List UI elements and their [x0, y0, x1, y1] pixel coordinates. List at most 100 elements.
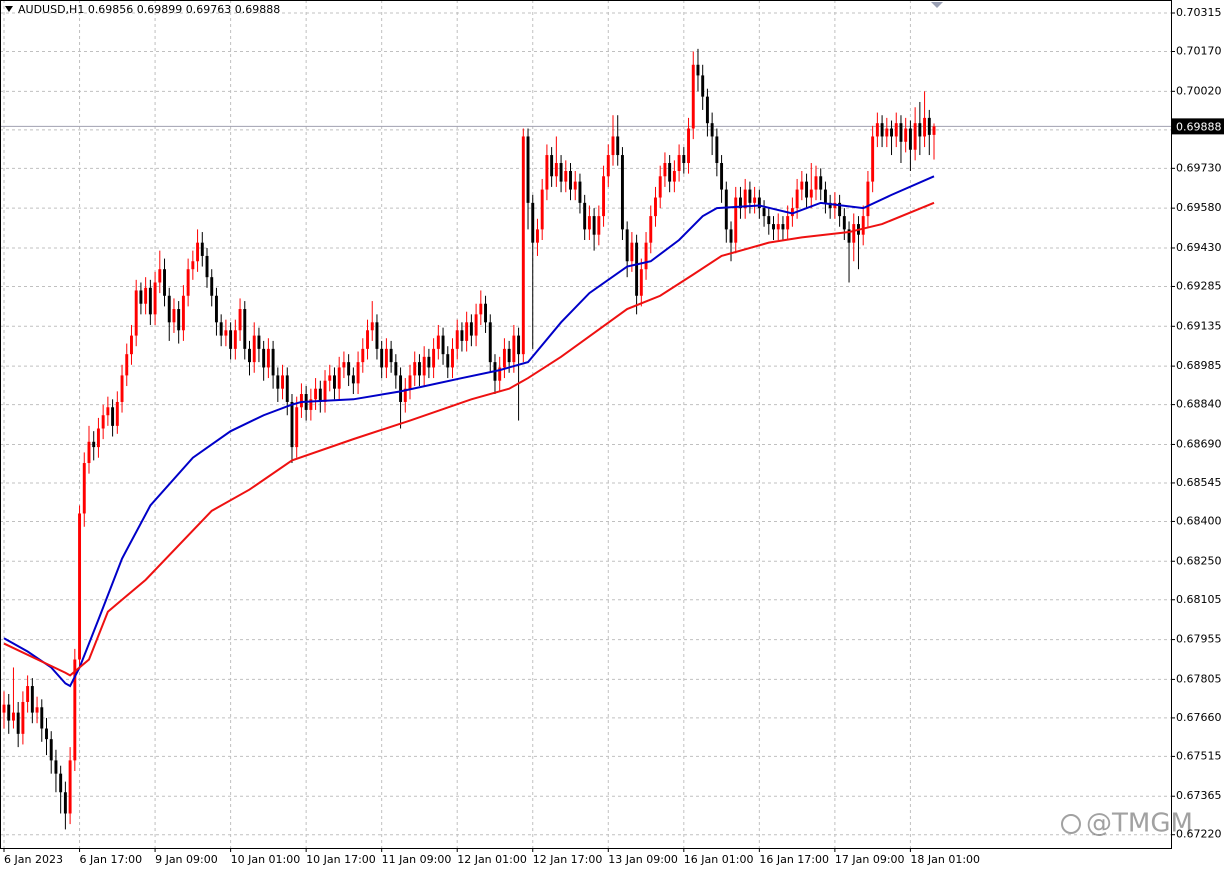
- candle-body: [285, 375, 289, 402]
- candle-body: [167, 295, 171, 323]
- x-tick-label: 6 Jan 2023: [4, 853, 63, 866]
- candle-body: [498, 367, 502, 381]
- candle-body: [115, 401, 119, 426]
- moving-average-line: [3, 175, 935, 688]
- candle-body: [361, 348, 365, 363]
- candle-body: [923, 117, 927, 137]
- y-tick-label: 0.67955: [1176, 633, 1222, 646]
- candle-body: [200, 242, 204, 256]
- candle-body: [248, 348, 251, 363]
- candle-body: [814, 176, 818, 190]
- candle-body: [323, 380, 327, 402]
- candle-body: [507, 348, 511, 363]
- x-tick-label: 16 Jan 17:00: [759, 853, 829, 866]
- candle-body: [101, 415, 105, 429]
- candle-body: [73, 659, 77, 761]
- candle-body: [885, 128, 889, 137]
- candle-body: [587, 216, 591, 230]
- candle-body: [781, 224, 785, 230]
- current-price-box: [1172, 118, 1224, 135]
- x-tick-label: 6 Jan 17:00: [80, 853, 143, 866]
- candle-body: [710, 123, 714, 137]
- candle-body: [866, 181, 870, 217]
- candle-body: [87, 441, 91, 464]
- candle-body: [654, 197, 657, 217]
- candle-body: [800, 181, 804, 190]
- x-tick-label: 9 Jan 09:00: [155, 853, 218, 866]
- candle-body: [488, 322, 492, 363]
- candle-body: [677, 155, 681, 171]
- candle-body: [30, 686, 34, 713]
- candle-body: [238, 309, 242, 331]
- candle-body: [134, 290, 138, 336]
- candle-body: [606, 155, 610, 177]
- candle-body: [536, 229, 539, 243]
- y-tick-label: 0.69580: [1176, 201, 1222, 214]
- candle-body: [366, 330, 369, 349]
- candle-body: [243, 309, 247, 349]
- candle-body: [531, 202, 535, 243]
- candle-body: [828, 202, 832, 209]
- y-tick-label: 0.69730: [1176, 161, 1222, 174]
- y-tick-label: 0.68105: [1176, 593, 1222, 606]
- shift-marker: [931, 2, 943, 8]
- candle-body: [276, 375, 280, 389]
- candle-body: [153, 282, 157, 315]
- candle-body: [762, 208, 766, 217]
- y-tick-label: 0.67805: [1176, 672, 1222, 685]
- candle-body: [540, 189, 544, 230]
- candle-body: [78, 513, 82, 660]
- candle-body: [351, 375, 355, 384]
- candle-body: [196, 242, 200, 262]
- candle-body: [318, 388, 322, 402]
- candle-body: [805, 181, 809, 198]
- candle-body: [748, 189, 752, 203]
- candle-body: [394, 362, 398, 376]
- candle-body: [295, 407, 299, 448]
- watermark-group: @TMGM: [1061, 809, 1193, 839]
- candle-body: [927, 117, 931, 135]
- candle-body: [847, 229, 851, 243]
- candle-body: [290, 401, 294, 448]
- candle-body: [403, 388, 407, 402]
- candle-body: [224, 330, 228, 336]
- chart-title: AUDUSD,H1 0.69856 0.69899 0.69763 0.6988…: [18, 3, 280, 16]
- candle-body: [177, 309, 181, 331]
- candle-body: [59, 773, 63, 793]
- candle-body: [672, 170, 676, 182]
- candle-body: [432, 348, 436, 368]
- candle-body: [266, 348, 270, 368]
- candle-body: [474, 314, 478, 336]
- candle-body: [786, 216, 790, 230]
- candle-body: [696, 64, 700, 76]
- candle-body: [720, 163, 724, 190]
- candle-body: [502, 348, 506, 368]
- candle-body: [616, 136, 620, 156]
- candle-body: [908, 128, 912, 150]
- moving-average-line: [3, 201, 935, 677]
- candle-body: [399, 375, 403, 402]
- candle-body: [252, 335, 256, 363]
- candle-body: [441, 335, 445, 355]
- candle-body: [620, 155, 624, 230]
- candle-body: [148, 287, 152, 315]
- candle-body: [602, 176, 606, 217]
- candle-body: [913, 123, 917, 150]
- candle-body: [838, 202, 842, 217]
- candle-body: [512, 335, 516, 363]
- candle-body: [890, 128, 893, 137]
- candle-body: [347, 362, 351, 376]
- current-price-label: 0.69888: [1176, 120, 1222, 133]
- candle-body: [144, 287, 148, 304]
- candle-body: [573, 181, 577, 190]
- candle-body: [7, 704, 11, 721]
- y-tick-label: 0.69285: [1176, 279, 1222, 292]
- candle-body: [337, 367, 341, 389]
- title-icon: [5, 6, 13, 12]
- candle-body: [158, 269, 162, 283]
- candle-body: [172, 309, 176, 323]
- candle-body: [554, 163, 558, 177]
